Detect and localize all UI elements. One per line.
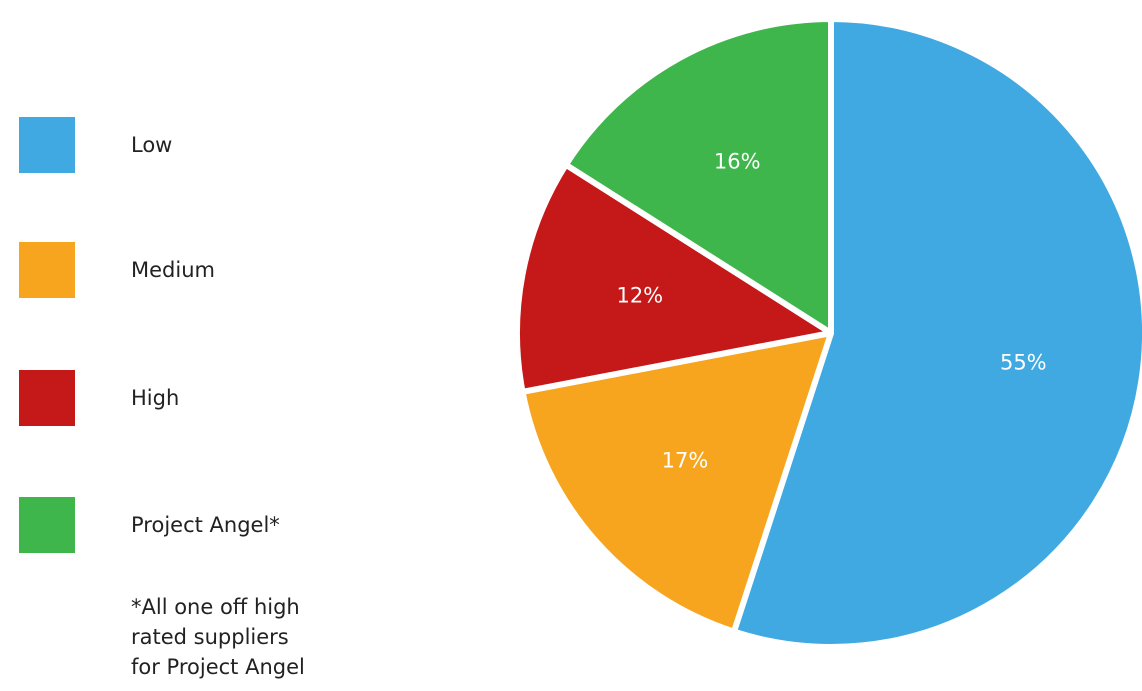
legend-swatch-project-angel	[19, 497, 75, 553]
slice-label-project-angel: 16%	[714, 149, 761, 173]
slice-label-high: 12%	[616, 284, 663, 308]
pie-slice-high	[514, 161, 834, 395]
legend-label-high: High	[131, 386, 180, 410]
pie-slice-project-angel	[562, 16, 834, 336]
pie-slice-medium	[519, 330, 834, 635]
legend-swatch-medium	[19, 242, 75, 298]
legend-label-project-angel: Project Angel*	[131, 513, 280, 537]
legend-footnote: *All one off high rated suppliers for Pr…	[131, 595, 305, 679]
slice-label-low: 55%	[1000, 351, 1047, 375]
pie-value-labels: 55% 17% 12% 16%	[616, 149, 1046, 472]
legend-swatch-high	[19, 370, 75, 426]
chart-legend: Low Medium High Project Angel* *All one …	[0, 0, 460, 691]
legend-swatch-low	[19, 117, 75, 173]
slice-label-medium: 17%	[662, 449, 709, 473]
pie-slice-low	[730, 16, 1142, 650]
legend-label-low: Low	[131, 133, 173, 157]
pie-slices	[514, 16, 1142, 650]
legend-label-medium: Medium	[131, 258, 215, 282]
